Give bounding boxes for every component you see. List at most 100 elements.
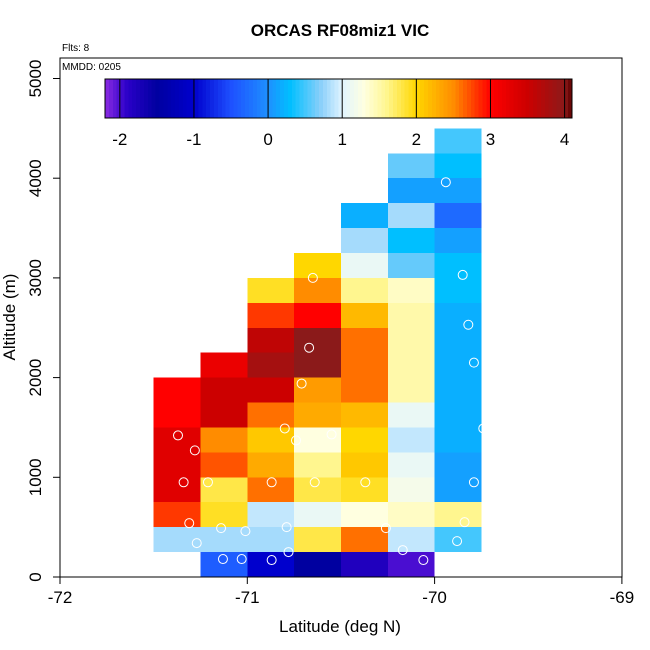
heatmap-cell bbox=[340, 252, 388, 278]
heatmap-cell bbox=[340, 552, 388, 577]
data-point bbox=[202, 477, 213, 488]
heatmap-cell bbox=[247, 352, 295, 378]
data-point bbox=[309, 477, 320, 488]
colorbar-strip bbox=[319, 79, 324, 118]
data-point bbox=[468, 357, 479, 368]
heatmap-cell bbox=[340, 377, 388, 403]
data-point bbox=[468, 477, 479, 488]
heatmap-cell bbox=[294, 402, 341, 428]
colorbar-strip bbox=[252, 79, 258, 118]
heatmap-cell bbox=[294, 552, 341, 577]
colorbar-strip bbox=[369, 79, 375, 118]
colorbar-strip bbox=[365, 79, 371, 118]
colorbar-strip bbox=[412, 79, 417, 118]
colorbar-tick-label: -2 bbox=[112, 130, 127, 149]
colorbar-strip bbox=[155, 79, 161, 118]
heatmap-cell bbox=[434, 402, 482, 428]
colorbar-gradient bbox=[105, 79, 573, 118]
colorbar-strip bbox=[404, 79, 410, 118]
heatmap-cell bbox=[294, 302, 341, 328]
heatmap-cell bbox=[340, 203, 388, 229]
colorbar-strip bbox=[256, 79, 262, 118]
colorbar-strip bbox=[210, 79, 215, 118]
colorbar-strip bbox=[439, 79, 445, 118]
heatmap-cell bbox=[294, 427, 341, 453]
heatmap-cell bbox=[294, 327, 341, 353]
data-point bbox=[418, 555, 429, 566]
heatmap-cell bbox=[387, 352, 435, 378]
chart-title: ORCAS RF08miz1 VIC bbox=[251, 21, 430, 40]
colorbar-strip bbox=[501, 79, 507, 118]
colorbar-strip bbox=[455, 79, 460, 118]
colorbar-strip bbox=[229, 79, 235, 118]
colorbar-strip bbox=[431, 79, 437, 118]
x-tick-label: -71 bbox=[235, 588, 260, 607]
date-label-bg bbox=[62, 60, 154, 74]
colorbar-strip bbox=[315, 79, 320, 118]
colorbar-strip bbox=[143, 79, 149, 118]
heatmap-cell bbox=[294, 502, 341, 528]
heatmap-cell bbox=[387, 178, 435, 204]
colorbar-strip bbox=[260, 79, 266, 118]
colorbar-strip bbox=[377, 79, 382, 118]
heatmap-cell bbox=[247, 277, 295, 303]
data-point bbox=[290, 435, 301, 446]
heatmap-cells bbox=[153, 128, 482, 577]
colorbar-strip bbox=[443, 79, 449, 118]
colorbar-strip bbox=[521, 79, 526, 118]
x-axis-label: Latitude (deg N) bbox=[279, 617, 401, 636]
colorbar-strip bbox=[245, 79, 250, 118]
x-axis: -72 -71 -70 -69 bbox=[48, 577, 634, 607]
colorbar-strip bbox=[124, 79, 129, 118]
data-point bbox=[307, 272, 318, 283]
data-point bbox=[279, 423, 290, 434]
heatmap-cell bbox=[200, 427, 248, 453]
colorbar-strip bbox=[373, 79, 379, 118]
heatmap-cell bbox=[434, 452, 482, 478]
colorbar-strip bbox=[474, 79, 480, 118]
colorbar-strip bbox=[178, 79, 184, 118]
colorbar-strip bbox=[544, 79, 550, 118]
heatmap-cell bbox=[200, 452, 248, 478]
y-tick-label: 2000 bbox=[26, 359, 45, 397]
heatmap-cell bbox=[387, 153, 435, 179]
heatmap-cell bbox=[434, 153, 482, 179]
colorbar-strip bbox=[560, 79, 565, 118]
colorbar-strip bbox=[272, 79, 277, 118]
heatmap-cell bbox=[387, 552, 435, 577]
colorbar-strip bbox=[276, 79, 281, 118]
colorbar-strip bbox=[540, 79, 546, 118]
data-point bbox=[283, 547, 294, 558]
heatmap-cell bbox=[153, 527, 201, 553]
colorbar-strip bbox=[147, 79, 153, 118]
colorbar-tick-label: 3 bbox=[486, 130, 495, 149]
heatmap-cell bbox=[247, 477, 295, 503]
colorbar-strip bbox=[361, 79, 367, 118]
colorbar-strip bbox=[221, 79, 227, 118]
heatmap-cell bbox=[247, 302, 295, 328]
colorbar-strip bbox=[108, 79, 114, 118]
colorbar-strip bbox=[198, 79, 203, 118]
colorbar-strip bbox=[482, 79, 487, 118]
data-point bbox=[397, 545, 408, 556]
colorbar-strip bbox=[459, 79, 464, 118]
colorbar-strip bbox=[408, 79, 414, 118]
colorbar-strip bbox=[486, 79, 491, 118]
colorbar-strip bbox=[299, 79, 305, 118]
colorbar-tick-label: -1 bbox=[186, 130, 201, 149]
colorbar-strip bbox=[190, 79, 196, 118]
colorbar-strip bbox=[416, 79, 421, 118]
heatmap-cell bbox=[340, 327, 388, 353]
colorbar-strip bbox=[105, 79, 110, 118]
colorbar-ticks: -2 -1 0 1 2 3 4 bbox=[112, 79, 569, 149]
heatmap-cell bbox=[434, 327, 482, 353]
heatmap-cell bbox=[387, 228, 435, 253]
colorbar-strip bbox=[509, 79, 515, 118]
colorbar-strip bbox=[424, 79, 429, 118]
colorbar-strip bbox=[350, 79, 355, 118]
data-point bbox=[191, 538, 202, 549]
y-tick-label: 3000 bbox=[26, 259, 45, 297]
heatmap-cell bbox=[153, 452, 201, 478]
flights-count: Flts: 8 bbox=[62, 43, 90, 54]
